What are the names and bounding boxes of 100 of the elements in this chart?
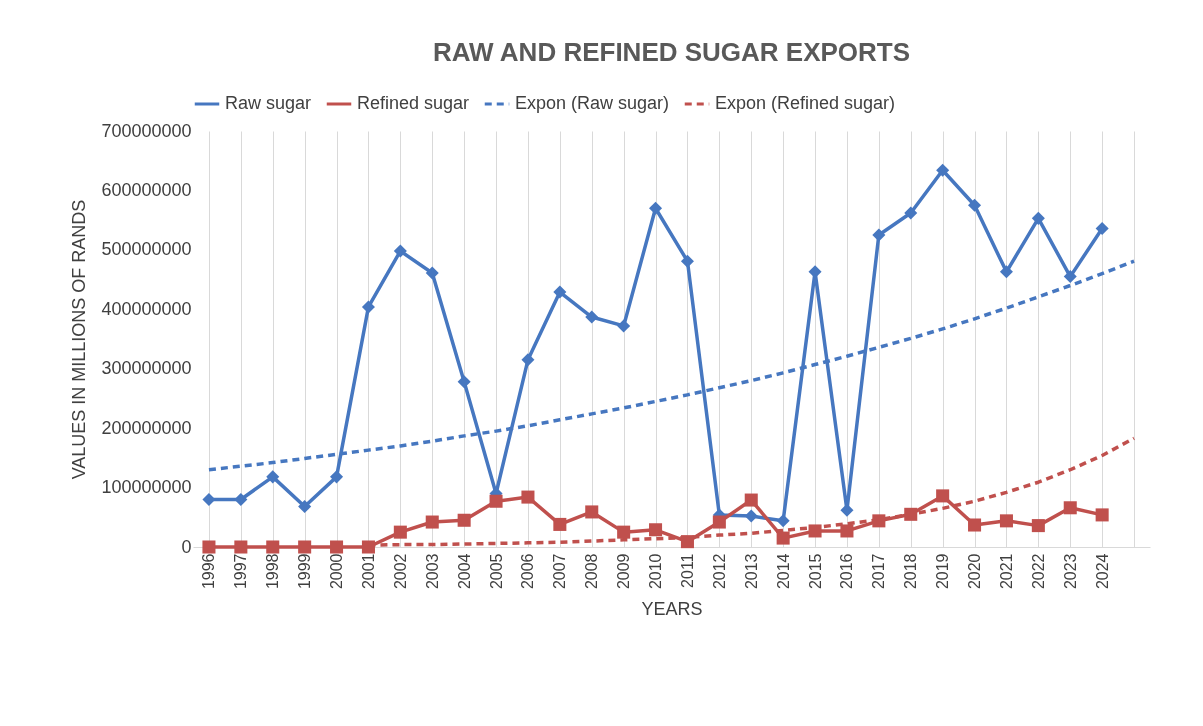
point [712,515,726,529]
x-tick-label: 2017 [870,553,888,590]
point [298,540,312,554]
point [617,319,631,333]
x-tick-label: 1999 [296,553,314,590]
point [234,540,248,554]
chart-title: RAW AND REFINED SUGAR EXPORTS [432,37,911,67]
point [936,489,950,503]
x-tick-label: 2018 [902,553,920,590]
legend-label: Expon (Raw sugar) [515,93,670,113]
x-tick-label: 2022 [1029,553,1047,590]
point [1031,211,1045,225]
y-tick-label: 500000000 [101,239,192,260]
point [936,163,950,177]
point [968,518,982,532]
point [872,514,886,528]
x-tick-label: 2019 [934,553,952,590]
point [649,523,663,537]
point [234,492,248,506]
point [1063,270,1077,284]
point [1063,501,1077,515]
point [457,513,471,527]
x-tick-label: 2021 [997,553,1015,590]
point [617,525,631,539]
y-tick-label: 300000000 [101,358,192,379]
x-tick-label: 2024 [1093,553,1111,590]
point [361,540,375,554]
x-tick-label: 2009 [615,553,633,590]
y-tick-label: 100000000 [101,477,192,498]
y-tick-label: 200000000 [101,417,192,438]
x-tick-label: 1998 [264,553,282,590]
point [999,265,1013,279]
x-tick-label: 2008 [583,553,601,590]
point [489,494,503,508]
x-tick-label: 2010 [647,553,665,590]
x-tick-label: 2011 [678,553,696,588]
point [1031,519,1045,533]
point [872,228,886,242]
x-tick-label: 2023 [1061,553,1079,590]
point [553,517,567,531]
point [585,505,599,519]
x-tick-label: 2005 [487,553,505,590]
point [776,531,790,545]
y-tick-label: 600000000 [101,179,192,200]
point [1095,221,1109,235]
point [521,490,535,504]
point [744,509,758,523]
point [904,507,918,521]
point [266,540,280,554]
point [425,266,439,280]
x-tick-label: 1997 [232,553,250,590]
x-axis-title: YEARS [641,599,703,620]
point [521,353,535,367]
point [999,514,1013,528]
x-tick-label: 2015 [806,553,824,590]
point [298,500,312,514]
point [840,524,854,538]
x-tick-label: 2002 [391,553,409,590]
y-tick-label: 0 [181,536,192,557]
point [361,300,375,314]
point [393,525,407,539]
legend-label: Raw sugar [225,93,312,113]
point [904,206,918,220]
y-tick-label: 400000000 [101,298,192,319]
point [968,198,982,212]
point [457,375,471,389]
point [649,201,663,215]
point [393,244,407,258]
point [840,503,854,517]
x-tick-label: 2016 [838,553,856,590]
x-tick-label: 2004 [455,553,473,590]
point [680,535,694,549]
point [553,285,567,299]
x-tick-label: 2001 [359,553,377,590]
y-axis-title: VALUES IN MILLIONS OF RANDS [69,199,90,480]
x-tick-label: 2013 [742,553,760,590]
legend-label: Expon (Refined sugar) [715,93,896,113]
point [202,492,216,506]
point [680,254,694,268]
x-tick-label: 2020 [966,553,984,590]
x-tick-label: 2006 [519,553,537,590]
x-tick-label: 2007 [551,553,569,590]
point [202,540,216,554]
point [585,310,599,324]
x-tick-label: 2014 [774,553,792,590]
point [744,493,758,507]
x-tick-label: 2012 [710,553,728,590]
point [266,470,280,484]
point [808,524,822,538]
point [425,515,439,529]
point [808,265,822,279]
y-tick-label: 700000000 [101,120,192,141]
x-tick-label: 2003 [423,553,441,590]
x-tick-label: 2000 [328,553,346,590]
x-tick-label: 1996 [200,553,218,590]
point [330,540,344,554]
point [776,514,790,528]
legend-label: Refined sugar [357,93,470,113]
point [1095,508,1109,522]
point [330,470,344,484]
